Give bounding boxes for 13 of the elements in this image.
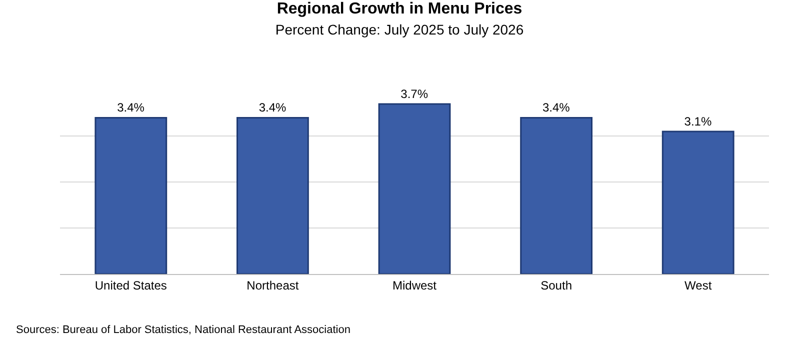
data-label: 3.4% bbox=[258, 100, 287, 115]
x-tick-label: Northeast bbox=[246, 278, 300, 292]
chart-title: Regional Growth in Menu Prices bbox=[276, 0, 522, 18]
data-label: 3.4% bbox=[542, 100, 570, 115]
x-tick-label: West bbox=[684, 278, 712, 292]
chart-subtitle: Percent Change: July 2025 to July 2026 bbox=[275, 21, 524, 38]
source-note: Sources: Bureau of Labor Statistics, National Restaurant Association bbox=[16, 324, 350, 336]
data-label: 3.7% bbox=[400, 86, 428, 101]
x-tick-label: Midwest bbox=[392, 278, 438, 292]
x-tick-label: South bbox=[540, 278, 572, 292]
data-label: 3.4% bbox=[117, 100, 145, 115]
x-tick-label: United States bbox=[94, 278, 167, 292]
data-label: 3.1% bbox=[684, 114, 712, 129]
